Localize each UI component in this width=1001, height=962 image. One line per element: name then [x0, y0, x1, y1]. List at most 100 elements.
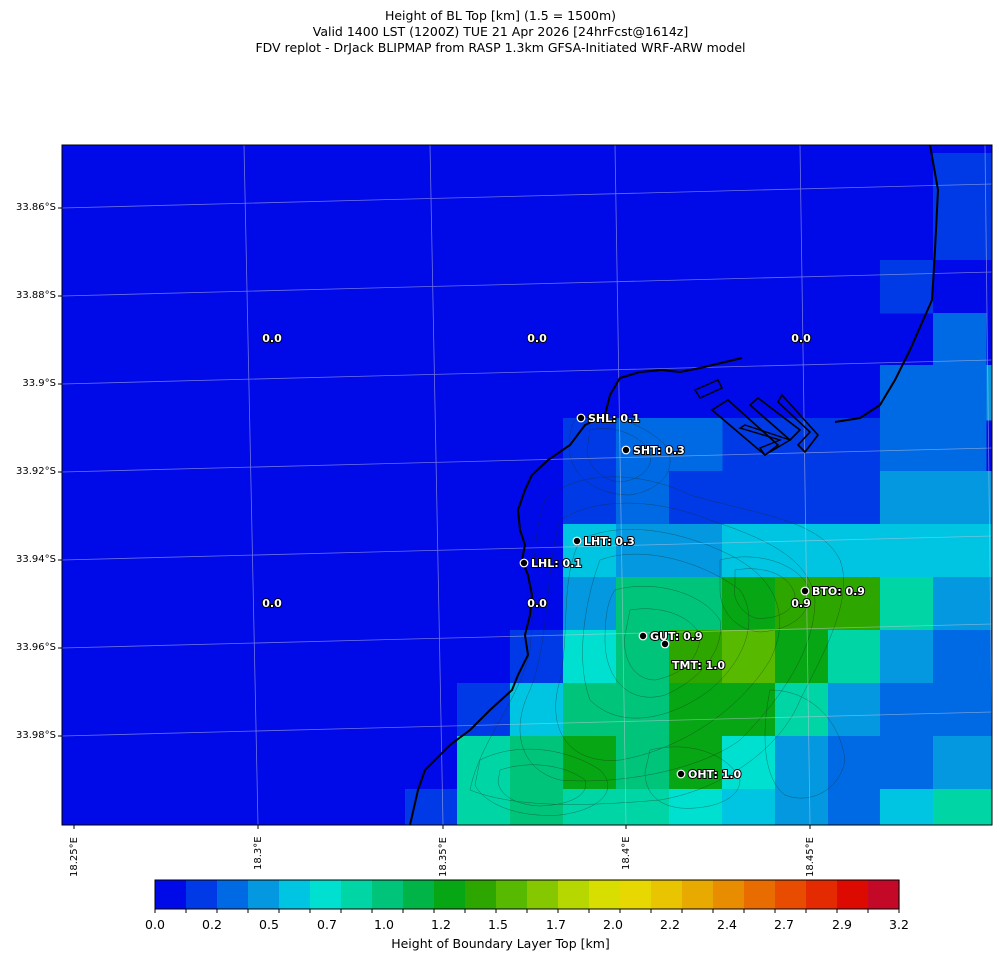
value-cell	[775, 471, 829, 525]
grid-value-label: 0.0	[262, 332, 282, 345]
value-cell	[828, 577, 882, 631]
colorbar-tick-label: 2.0	[603, 917, 623, 932]
value-cell	[669, 630, 723, 684]
x-axis-ticks	[73, 825, 811, 829]
station-marker-lhl	[519, 558, 529, 568]
colorbar-segment	[651, 880, 683, 909]
colorbar-tick-label: 1.2	[431, 917, 451, 932]
value-cell	[616, 789, 670, 825]
value-cell	[880, 524, 934, 578]
station-label-bto: BTO: 0.9	[812, 585, 865, 598]
colorbar-segment	[713, 880, 745, 909]
gridline-lat	[62, 447, 992, 473]
colorbar-segment	[434, 880, 466, 909]
value-cell	[616, 418, 670, 472]
map-frame	[61, 144, 993, 826]
colorbar-tick-label: 0.7	[317, 917, 337, 932]
map-gridlines	[62, 145, 992, 825]
value-cell	[563, 471, 617, 525]
value-cell	[933, 260, 992, 314]
harbour-pier	[693, 379, 723, 399]
colorbar-segment	[217, 880, 249, 909]
harbour-breakwater	[710, 399, 780, 457]
terrain-contours	[469, 415, 846, 816]
value-cell	[722, 736, 776, 790]
value-cell	[722, 630, 776, 684]
contour	[519, 502, 816, 782]
value-cell	[510, 683, 564, 737]
colorbar-segment	[186, 880, 218, 909]
value-cell	[828, 789, 882, 825]
value-cell	[563, 524, 617, 578]
grid-value-labels: 0.0 0.0 0.0 0.0 0.0 0.9	[261, 331, 812, 611]
value-cell	[669, 524, 723, 578]
value-cell	[880, 736, 934, 790]
contour	[586, 428, 652, 483]
value-cell	[828, 471, 882, 525]
station-label-gut: GUT: 0.9	[650, 630, 703, 643]
value-cell	[669, 418, 723, 472]
colorbar-segment	[558, 880, 590, 909]
station-marker-bto	[800, 586, 810, 596]
value-cell	[722, 789, 776, 825]
value-cell	[933, 736, 992, 790]
value-cell	[828, 630, 882, 684]
value-cell	[933, 577, 992, 631]
colorbar-segment	[310, 880, 342, 909]
contour	[497, 764, 587, 807]
harbour-breakwater	[748, 396, 802, 442]
colorbar-tick-label: 2.9	[832, 917, 852, 932]
value-cell	[510, 789, 564, 825]
value-cell	[405, 789, 459, 825]
contour	[555, 529, 780, 761]
colorbar-segment	[465, 880, 497, 909]
colorbar-segment	[372, 880, 404, 909]
gridline-lat	[62, 711, 992, 737]
value-cell	[775, 524, 829, 578]
value-cell	[775, 736, 829, 790]
value-cell	[616, 736, 670, 790]
value-cell	[775, 789, 829, 825]
value-cell	[828, 683, 882, 737]
value-cell	[880, 260, 934, 314]
gridline-lon	[614, 145, 627, 825]
value-cell	[669, 683, 723, 737]
colorbar-segment	[837, 880, 869, 909]
colorbar-tick-label: 2.4	[717, 917, 737, 932]
value-cell	[880, 471, 934, 525]
coastline-west	[409, 357, 743, 825]
gridline-lon	[243, 145, 259, 825]
y-tick-label: 33.86°S	[16, 202, 56, 213]
value-cell	[669, 471, 723, 525]
value-cell	[880, 630, 934, 684]
value-cell	[563, 736, 617, 790]
station-marker-lht	[572, 536, 582, 546]
y-tick-label: 33.9°S	[22, 378, 56, 389]
x-tick-label: 18.4°E	[621, 836, 632, 870]
grid-value-label: 0.0	[527, 597, 547, 610]
value-cell	[563, 577, 617, 631]
coastline-east	[834, 145, 940, 423]
value-cell	[880, 418, 934, 472]
gridline-lat	[62, 359, 992, 385]
colorbar-segment	[868, 880, 900, 909]
coastline	[409, 145, 940, 825]
value-cell	[616, 683, 670, 737]
title-line-1: Height of BL Top [km] (1.5 = 1500m)	[384, 8, 617, 23]
colorbar-tick-label: 0.5	[259, 917, 279, 932]
gridline-lat	[62, 535, 992, 561]
colorbar-tick-label: 2.7	[774, 917, 794, 932]
colorbar-tick-label: 1.0	[374, 917, 394, 932]
value-cell	[933, 524, 992, 578]
gridline-lat	[62, 623, 992, 649]
station-label-tmt: TMT: 1.0	[672, 659, 725, 672]
station-label-lhl: LHL: 0.1	[531, 557, 582, 570]
y-axis-ticks	[58, 207, 62, 737]
contour	[469, 476, 844, 805]
colorbar-segment	[775, 880, 807, 909]
value-cell	[775, 630, 829, 684]
colorbar	[155, 880, 900, 909]
harbour-pier	[738, 424, 792, 456]
contour	[719, 556, 811, 633]
